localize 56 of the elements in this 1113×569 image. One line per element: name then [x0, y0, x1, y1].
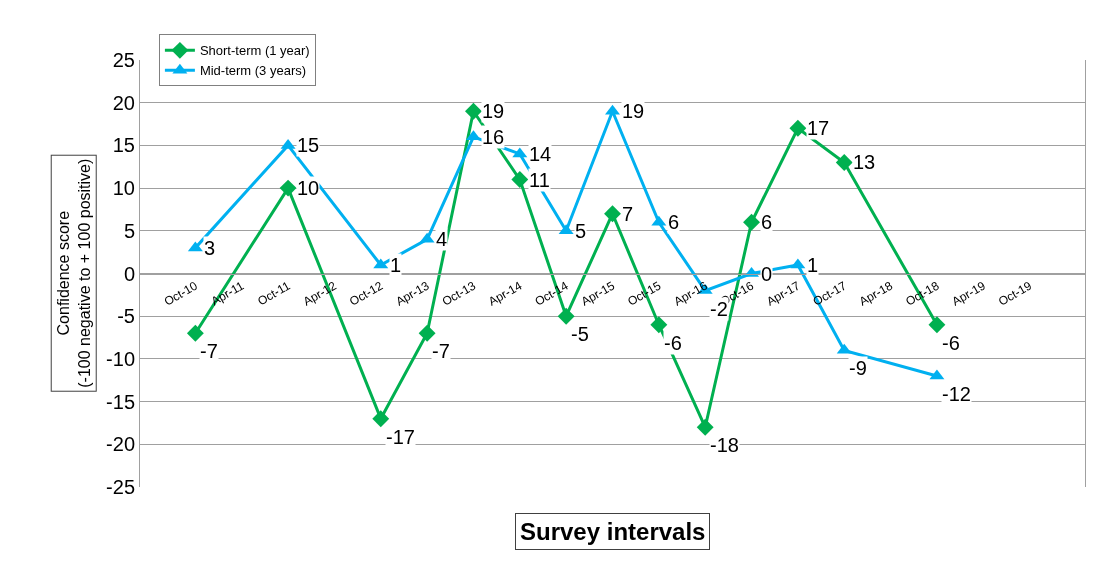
data-label: -6: [942, 332, 960, 354]
data-label: -7: [200, 340, 218, 362]
data-label: 16: [482, 126, 505, 148]
point: [789, 119, 807, 137]
y-tick-label: -10: [106, 347, 135, 370]
y-tick-label: 25: [112, 49, 135, 71]
y-axis-title: Confidence score (-100 negative to + 100 positive): [54, 158, 93, 388]
point: [372, 410, 390, 428]
data-label: 14: [529, 143, 552, 165]
x-axis-title: Survey intervals: [520, 518, 706, 545]
legend-label: Mid-term (3 years): [199, 63, 307, 79]
point: [928, 316, 946, 334]
y-tick-label: 20: [112, 91, 135, 114]
y-tick-label: 0: [123, 262, 135, 285]
data-label: 1: [807, 254, 819, 276]
data-label: 7: [622, 203, 634, 225]
data-label: -9: [849, 357, 867, 379]
y-tick-label: 10: [112, 177, 135, 200]
point: [186, 324, 204, 342]
data-label: 4: [436, 228, 448, 250]
data-label: -17: [386, 426, 415, 448]
data-label: 10: [297, 177, 320, 199]
data-label: 13: [853, 151, 876, 173]
point: [650, 316, 668, 334]
y-tick-label: -15: [106, 390, 135, 413]
point: [604, 205, 621, 223]
data-label: -5: [571, 323, 589, 345]
point: [835, 154, 853, 171]
y-tick-label: 5: [123, 219, 135, 242]
data-label: 15: [297, 134, 320, 156]
data-label: 6: [668, 211, 680, 233]
point: [696, 418, 714, 436]
data-label: -12: [942, 383, 971, 405]
data-label: 19: [622, 100, 645, 122]
point: [279, 179, 297, 197]
data-label: -7: [432, 340, 450, 362]
data-label: 5: [575, 220, 587, 242]
point: [557, 307, 575, 325]
data-label: -18: [710, 434, 739, 456]
data-label: 11: [529, 169, 550, 191]
point: [511, 171, 529, 189]
y-tick-label: 15: [112, 134, 135, 157]
point: [743, 213, 760, 231]
y-tick-label: -25: [106, 476, 135, 498]
y-tick-label: -5: [117, 305, 135, 328]
point: [465, 102, 482, 120]
data-label: 6: [761, 211, 773, 233]
data-label: 1: [390, 254, 402, 276]
data-label: -6: [664, 332, 682, 354]
data-label: 0: [761, 263, 773, 285]
legend-label: Short-term (1 year): [199, 43, 310, 59]
point: [418, 324, 436, 342]
data-label: 17: [807, 117, 830, 139]
data-label: 19: [482, 100, 505, 122]
y-tick-label: -20: [106, 433, 135, 456]
data-label: 3: [204, 237, 216, 259]
